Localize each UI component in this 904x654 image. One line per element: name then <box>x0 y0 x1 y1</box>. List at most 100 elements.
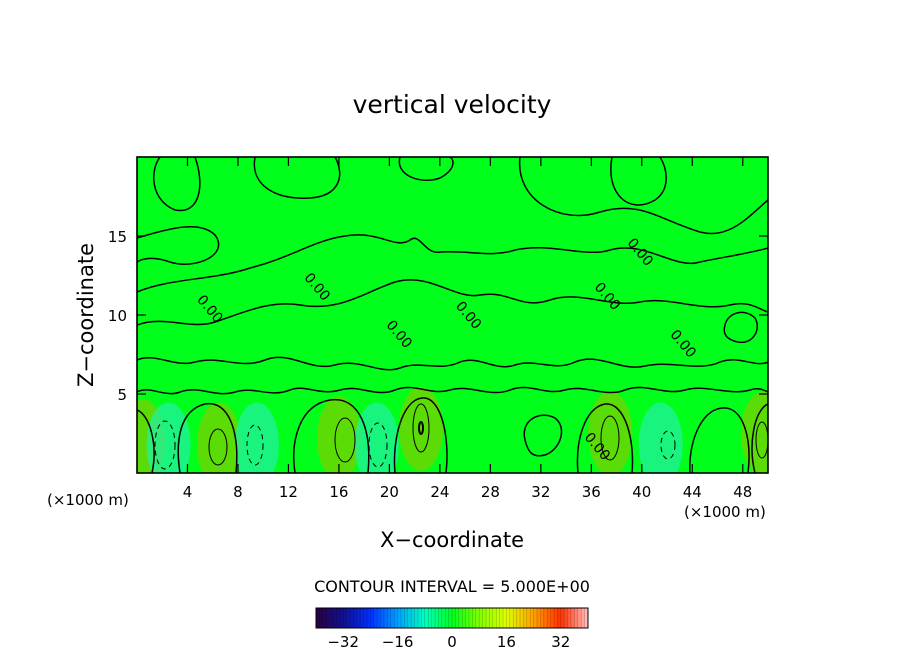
colorbar-cell-59 <box>516 608 521 628</box>
updraft-cell-2 <box>197 402 242 473</box>
colorbar-cell-62 <box>526 608 531 628</box>
colorbar-cell-18 <box>377 608 381 628</box>
colorbar-cell-32 <box>424 608 429 628</box>
colorbar-tick-label-16: 16 <box>497 633 516 651</box>
colorbar-cell-49 <box>482 608 487 628</box>
x-tick-label-32: 32 <box>531 483 550 501</box>
colorbar-cell-74 <box>567 608 572 628</box>
colorbar-ticks: −32 −16 0 16 32 <box>327 633 570 651</box>
x-tick-label-20: 20 <box>380 483 399 501</box>
colorbar-cell-26 <box>404 608 409 628</box>
colorbar-cell-17 <box>373 608 378 628</box>
y-axis: 5 10 15 <box>108 228 768 404</box>
colorbar-cell-23 <box>394 608 398 628</box>
colorbar-cell-64 <box>533 608 538 628</box>
colorbar-cell-15 <box>367 608 371 628</box>
x-tick-label-48: 48 <box>733 483 752 501</box>
colorbar-cell-34 <box>431 608 436 628</box>
chart-title: vertical velocity <box>353 90 552 119</box>
x-tick-label-16: 16 <box>329 483 348 501</box>
colorbar-cell-42 <box>458 608 463 628</box>
colorbar-cell-14 <box>363 608 368 628</box>
contour-lines <box>137 157 768 473</box>
colorbar-cell-50 <box>486 608 490 628</box>
colorbar-cell-19 <box>380 608 385 628</box>
colorbar-cell-78 <box>581 608 585 628</box>
colorbar-cell-60 <box>520 608 524 628</box>
colorbar-cell-52 <box>492 608 497 628</box>
colorbar-cell-4 <box>329 608 334 628</box>
x-tick-label-24: 24 <box>430 483 449 501</box>
x-tick-label-28: 28 <box>481 483 500 501</box>
colorbar-cell-56 <box>506 608 511 628</box>
colorbar-cell-69 <box>550 608 555 628</box>
x-tick-label-12: 12 <box>279 483 298 501</box>
colorbar-cell-10 <box>350 608 354 628</box>
downdraft-cell-5 <box>354 402 399 473</box>
colorbar-cell-40 <box>452 608 456 628</box>
downdraft-cell-8 <box>638 402 683 473</box>
colorbar-cell-47 <box>475 608 480 628</box>
colorbar-cell-27 <box>407 608 412 628</box>
updraft-cell-4 <box>316 396 361 473</box>
colorbar-tick-label-0: 0 <box>447 633 457 651</box>
colorbar-cell-46 <box>472 608 477 628</box>
plot-area: 0.000.000.000.000.000.000.000.00 <box>137 157 768 473</box>
colorbar-cell-54 <box>499 608 504 628</box>
contour-interval-text: CONTOUR INTERVAL = 5.000E+00 <box>314 577 590 596</box>
colorbar-cell-37 <box>441 608 446 628</box>
colorbar-cell-36 <box>438 608 443 628</box>
downdraft-cell-1 <box>146 402 191 473</box>
colorbar-cell-63 <box>530 608 534 628</box>
colorbar-cell-0 <box>316 608 320 628</box>
colorbar-cell-43 <box>462 608 466 628</box>
colorbar-cell-38 <box>445 608 449 628</box>
negative-contours <box>154 420 676 470</box>
velocity-anomaly-cells <box>137 386 768 473</box>
colorbar-cell-75 <box>571 608 575 628</box>
colorbar-cell-31 <box>421 608 426 628</box>
colorbar-cell-65 <box>537 608 541 628</box>
x-tick-label-8: 8 <box>233 483 243 501</box>
y-tick-label-15: 15 <box>108 228 127 246</box>
colorbar-cell-72 <box>560 608 565 628</box>
colorbar-cell-12 <box>356 608 361 628</box>
colorbar-cell-45 <box>469 608 473 628</box>
colorbar-cell-68 <box>547 608 551 628</box>
colorbar-cell-33 <box>428 608 432 628</box>
colorbar-cell-28 <box>411 608 415 628</box>
colorbar-cell-7 <box>339 608 344 628</box>
colorbar-cell-24 <box>397 608 402 628</box>
colorbar-cell-16 <box>370 608 375 628</box>
colorbar-cell-61 <box>523 608 528 628</box>
colorbar-tick-label--32: −32 <box>327 633 359 651</box>
colorbar-cell-76 <box>574 608 579 628</box>
colorbar-cell-48 <box>479 608 483 628</box>
x-tick-label-36: 36 <box>582 483 601 501</box>
colorbar-cell-8 <box>343 608 347 628</box>
colorbar-cell-29 <box>414 608 419 628</box>
colorbar-cell-35 <box>435 608 439 628</box>
x-tick-label-40: 40 <box>632 483 651 501</box>
colorbar-cell-77 <box>577 608 582 628</box>
colorbar-cell-5 <box>333 608 337 628</box>
colorbar-cell-71 <box>557 608 562 628</box>
colorbar-cell-55 <box>503 608 507 628</box>
colorbar-cell-20 <box>384 608 388 628</box>
colorbar: −32 −16 0 16 32 <box>315 607 589 651</box>
colorbar-cell-3 <box>326 608 330 628</box>
positive-contours <box>208 403 768 466</box>
updraft-cell-9 <box>740 391 768 473</box>
x-tick-label-4: 4 <box>183 483 193 501</box>
colorbar-cell-11 <box>353 608 358 628</box>
x-axis-label: X−coordinate <box>380 528 524 552</box>
colorbar-cell-22 <box>390 608 395 628</box>
colorbar-cells <box>315 608 589 628</box>
colorbar-cell-70 <box>554 608 558 628</box>
colorbar-tick-label--16: −16 <box>382 633 414 651</box>
colorbar-cell-2 <box>322 608 327 628</box>
colorbar-cell-30 <box>418 608 422 628</box>
colorbar-cell-44 <box>465 608 470 628</box>
updraft-cell-6 <box>398 386 443 471</box>
